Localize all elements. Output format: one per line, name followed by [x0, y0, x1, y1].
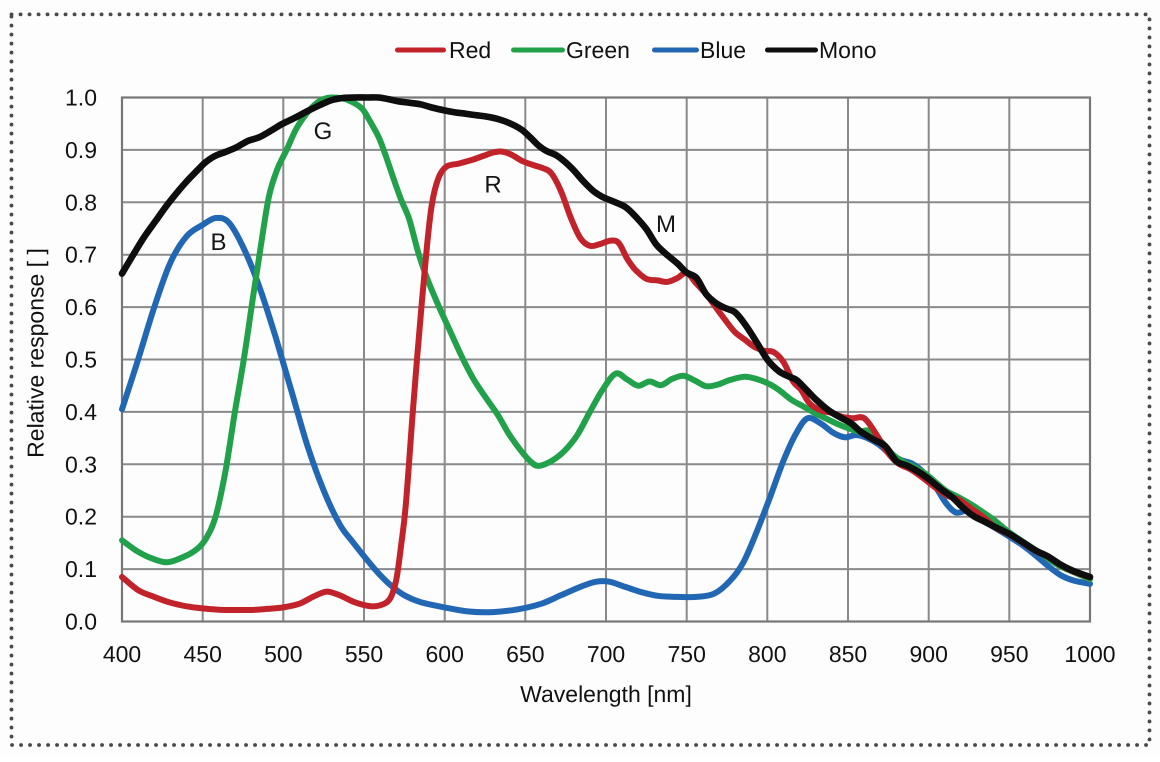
- svg-text:B: B: [210, 229, 226, 256]
- svg-text:950: 950: [990, 641, 1028, 667]
- svg-text:900: 900: [910, 641, 948, 667]
- svg-text:500: 500: [264, 641, 302, 667]
- svg-text:850: 850: [829, 641, 867, 667]
- svg-text:0.1: 0.1: [65, 556, 97, 582]
- svg-text:0.3: 0.3: [65, 451, 97, 477]
- svg-text:M: M: [656, 211, 676, 238]
- svg-text:0.6: 0.6: [65, 294, 97, 320]
- svg-text:450: 450: [184, 641, 222, 667]
- svg-text:0.5: 0.5: [65, 347, 97, 373]
- svg-text:Relative response [ ]: Relative response [ ]: [23, 248, 49, 458]
- svg-text:G: G: [314, 118, 333, 145]
- svg-text:1000: 1000: [1064, 641, 1115, 667]
- svg-text:Mono: Mono: [819, 37, 877, 63]
- svg-text:0.4: 0.4: [65, 399, 97, 425]
- svg-text:550: 550: [345, 641, 383, 667]
- svg-text:Red: Red: [449, 37, 491, 63]
- svg-text:0.8: 0.8: [65, 189, 97, 215]
- svg-text:700: 700: [587, 641, 625, 667]
- svg-text:750: 750: [668, 641, 706, 667]
- svg-text:600: 600: [426, 641, 464, 667]
- svg-text:0.0: 0.0: [65, 609, 97, 635]
- svg-text:650: 650: [506, 641, 544, 667]
- svg-text:400: 400: [103, 641, 141, 667]
- svg-text:R: R: [484, 171, 501, 198]
- svg-text:0.2: 0.2: [65, 504, 97, 530]
- svg-text:0.9: 0.9: [65, 137, 97, 163]
- svg-text:800: 800: [748, 641, 786, 667]
- svg-text:1.0: 1.0: [65, 85, 97, 111]
- svg-text:Green: Green: [566, 37, 630, 63]
- svg-text:0.7: 0.7: [65, 242, 97, 268]
- svg-text:Blue: Blue: [700, 37, 746, 63]
- svg-text:Wavelength [nm]: Wavelength [nm]: [520, 681, 692, 707]
